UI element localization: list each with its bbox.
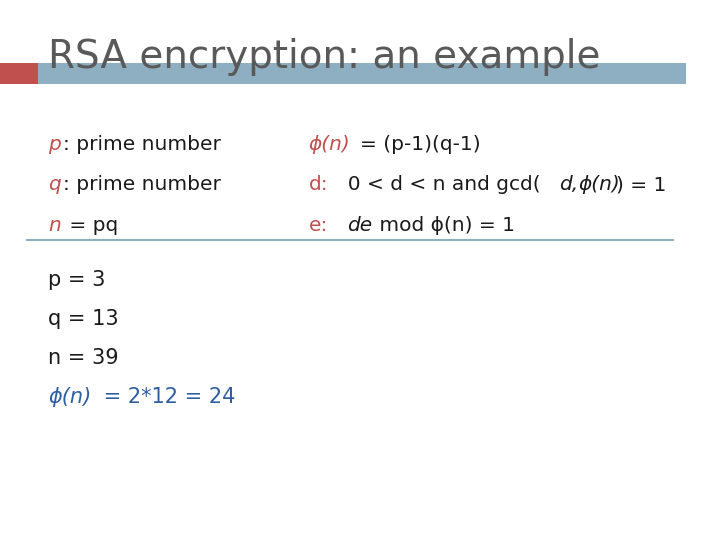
Text: ) = 1: ) = 1 [616, 176, 667, 194]
Text: = 2*12 = 24: = 2*12 = 24 [97, 387, 236, 407]
Bar [0, 63, 686, 84]
Text: ϕ(n): ϕ(n) [48, 387, 91, 407]
Text: ϕ(n): ϕ(n) [579, 176, 621, 194]
Text: q = 13: q = 13 [48, 309, 119, 329]
Text: de: de [346, 216, 372, 235]
Text: mod ϕ(n) = 1: mod ϕ(n) = 1 [373, 216, 515, 235]
Text: = pq: = pq [63, 216, 118, 235]
Text: n = 39: n = 39 [48, 348, 119, 368]
Text: RSA encryption: an example: RSA encryption: an example [48, 38, 600, 76]
Text: n: n [48, 216, 60, 235]
Text: q: q [48, 176, 60, 194]
Text: d:: d: [309, 176, 328, 194]
Text: e:: e: [309, 216, 328, 235]
Bar [0, 63, 37, 84]
Text: ϕ(n): ϕ(n) [309, 135, 351, 154]
Text: p: p [48, 135, 60, 154]
Text: 0 < d < n and gcd(: 0 < d < n and gcd( [335, 176, 541, 194]
Text: : prime number: : prime number [63, 176, 221, 194]
Text: p = 3: p = 3 [48, 270, 105, 290]
Text: = (p-1)(q-1): = (p-1)(q-1) [361, 135, 481, 154]
Text: : prime number: : prime number [63, 135, 221, 154]
Text: d,: d, [559, 176, 579, 194]
